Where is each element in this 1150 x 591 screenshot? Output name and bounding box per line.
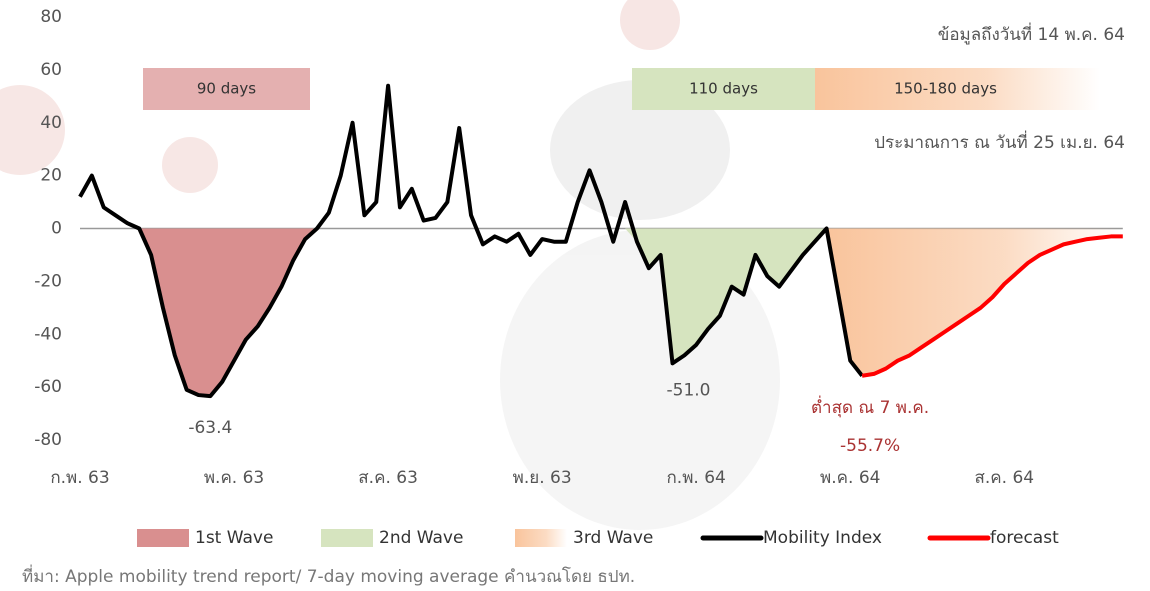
x-tick-label: ก.พ. 63 xyxy=(50,468,109,488)
legend-label: Mobility Index xyxy=(763,528,882,548)
legend-item: forecast xyxy=(927,528,1059,548)
wave-area xyxy=(139,228,317,397)
legend-label: 1st Wave xyxy=(195,528,273,548)
series-line xyxy=(861,234,1123,378)
x-tick-label: ก.พ. 64 xyxy=(667,468,726,488)
y-tick-label: -20 xyxy=(34,271,62,291)
wave-duration-bar xyxy=(632,68,815,110)
x-tick-label: พ.ย. 63 xyxy=(513,468,572,488)
annotation: ข้อมูลถึงวันที่ 14 พ.ค. 64 xyxy=(938,22,1125,45)
wave-duration-bar xyxy=(143,68,310,110)
legend-item: Mobility Index xyxy=(700,528,882,548)
legend-swatch xyxy=(137,529,189,547)
wave-area xyxy=(826,228,1123,376)
y-tick-label: 0 xyxy=(51,219,62,239)
data-label: -55.7% xyxy=(840,436,900,456)
x-tick-label: ส.ค. 64 xyxy=(975,468,1035,488)
y-tick-label: -80 xyxy=(34,430,62,450)
y-tick-label: 60 xyxy=(40,60,62,80)
wave-duration-label: 110 days xyxy=(689,80,758,98)
y-tick-label: 40 xyxy=(40,113,62,133)
y-tick-label: -60 xyxy=(34,377,62,397)
y-tick-label: 20 xyxy=(40,166,62,186)
wave-duration-bar xyxy=(815,68,1100,110)
data-label: -63.4 xyxy=(188,418,232,438)
legend-label: 2nd Wave xyxy=(379,528,463,548)
legend-item: 1st Wave xyxy=(137,528,273,548)
x-tick-label: พ.ค. 64 xyxy=(820,468,880,488)
x-tick-label: พ.ค. 63 xyxy=(204,468,264,488)
y-tick-label: -40 xyxy=(34,324,62,344)
legend-label: forecast xyxy=(990,528,1059,548)
legend-swatch xyxy=(321,529,373,547)
data-label: -51.0 xyxy=(667,380,711,400)
legend-swatch xyxy=(515,529,567,547)
annotation: ต่ำสุด ณ 7 พ.ค. xyxy=(811,395,929,418)
legend-item: 3rd Wave xyxy=(515,528,653,548)
source: ที่มา: Apple mobility trend report/ 7-da… xyxy=(22,564,635,587)
wave-duration-label: 150-180 days xyxy=(894,80,997,98)
legend-label: 3rd Wave xyxy=(573,528,653,548)
series-line xyxy=(78,83,864,399)
annotation: ประมาณการ ณ วันที่ 25 เม.ย. 64 xyxy=(874,130,1125,153)
y-tick-label: 80 xyxy=(40,7,62,27)
x-tick-label: ส.ค. 63 xyxy=(358,468,418,488)
legend-item: 2nd Wave xyxy=(321,528,463,548)
wave-duration-label: 90 days xyxy=(197,80,256,98)
